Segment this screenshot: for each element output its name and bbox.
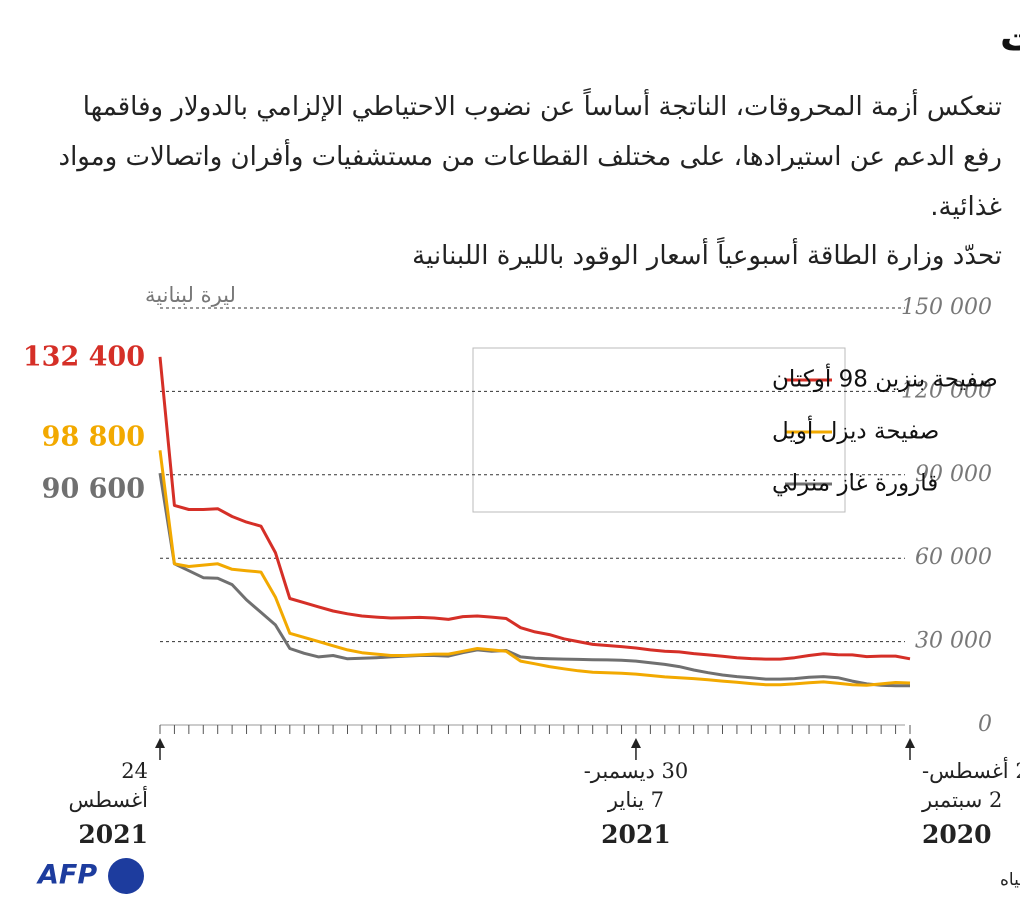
x-tick-label: 24 أغسطس 2021 (68, 759, 148, 849)
logo-circle (108, 858, 144, 894)
legend-box (472, 347, 846, 513)
legend-label: صفيحة ديزل أويل (772, 416, 939, 445)
y-axis-title: ليرة لبنانية (145, 283, 236, 307)
x-arrow-head (905, 738, 915, 748)
y-tick-label: 120 000 (901, 378, 992, 403)
value-label: 90 600 (42, 474, 145, 505)
series-line (158, 472, 910, 688)
y-tick-label: 0 (978, 712, 992, 737)
value-label: 132 400 (23, 342, 145, 373)
legend-label: قارورة غاز منزلي (772, 471, 938, 497)
y-tick-label: 60 000 (915, 545, 992, 570)
y-tick-label: 150 000 (901, 295, 992, 320)
source: المصدر: وزارة الطاقة والمياه (1000, 870, 1020, 890)
subtitle: تنعكس أزمة المحروقات، الناتجة أساساً عن … (58, 92, 1002, 222)
value-label: 98 800 (42, 422, 145, 453)
x-tick-label: 30 ديسمبر-7 يناير 2021 (584, 759, 689, 849)
series-line (158, 450, 911, 687)
series-line (158, 356, 911, 661)
x-arrow-head (155, 738, 165, 748)
y-tick-label: 90 000 (915, 462, 992, 487)
logo-text: AFP (36, 860, 97, 891)
x-arrow-head (630, 738, 641, 748)
y-tick-label: 30 000 (915, 629, 992, 654)
chart-title: لبنان وأزمته الاقتصادية: أسعار قياسية لل… (1000, 13, 1020, 61)
legend-label: صفيحة بنزين 98 أوكتان (772, 364, 998, 393)
note: تحدّد وزارة الطاقة أسبوعياً أسعار الوقود… (412, 241, 1002, 271)
